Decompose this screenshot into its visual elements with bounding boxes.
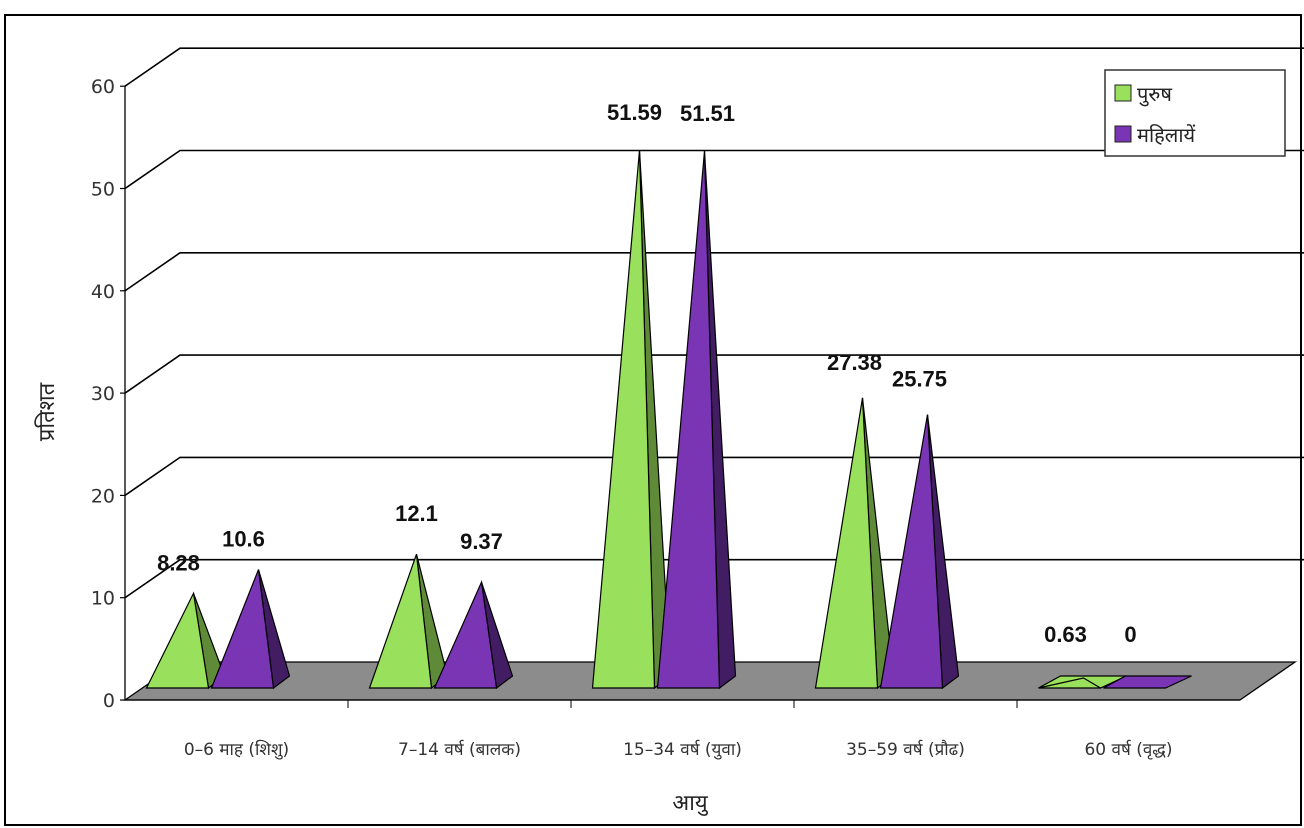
legend-label-female: महिलायें [1137, 123, 1196, 147]
y-tick-label: 0 [103, 690, 115, 712]
data-label: 51.51 [680, 101, 735, 126]
data-label: 25.75 [892, 367, 947, 392]
pyramid-face [433, 579, 498, 689]
legend: पुरुष महिलायें [1104, 69, 1286, 157]
y-axis-title: प्रतिशत [34, 382, 60, 441]
data-label: 51.59 [607, 100, 662, 125]
x-tick-label: 0–6 माह (शिशु) [184, 739, 289, 760]
pyramid-face [591, 150, 656, 689]
x-tick-label: 7–14 वर्ष (बालक) [398, 739, 521, 760]
legend-swatch-male [1114, 84, 1132, 102]
bars-layer [145, 150, 1192, 690]
y-tick-label: 20 [91, 485, 115, 507]
pyramid-face [368, 554, 433, 689]
pyramid-face [1103, 675, 1192, 689]
pyramid-female-2 [656, 151, 737, 690]
gridline [124, 354, 1304, 394]
y-tick-label: 10 [91, 588, 115, 610]
labels-layer: 0–6 माह (शिशु) 7–14 वर्ष (बालक) 15–34 वर्ष… [157, 100, 1172, 760]
pyramid-male-1 [368, 554, 449, 690]
pyramid-edge [1038, 677, 1101, 689]
pyramid-male-0 [145, 591, 226, 690]
pyramid-male-2 [591, 150, 672, 690]
legend-label-male: पुरुष [1137, 82, 1172, 107]
data-label: 10.6 [222, 527, 265, 552]
gridline [124, 47, 1304, 87]
grid-layer: 0 10 20 30 40 50 60 [91, 47, 1304, 712]
data-label: 12.1 [395, 501, 438, 526]
pyramid-female-0 [210, 569, 291, 690]
pyramid-female-1 [433, 579, 514, 690]
pyramid-face [145, 591, 210, 689]
x-axis-title: आयु [672, 791, 708, 816]
data-label: 0 [1124, 622, 1136, 647]
y-tick-label: 60 [91, 76, 115, 98]
pyramid-face [814, 397, 879, 689]
y-tick-label: 30 [91, 383, 115, 405]
legend-swatch-female [1114, 125, 1132, 143]
data-label: 0.63 [1044, 622, 1087, 647]
pyramid-face [656, 151, 721, 689]
pyramid-female-4 [1103, 675, 1192, 689]
x-tick-label: 35–59 वर्ष (प्रौढ) [846, 739, 965, 760]
pyramid-face [210, 569, 275, 689]
pyramid-female-3 [879, 414, 960, 690]
x-tick-label: 60 वर्ष (वृद्ध) [1084, 739, 1172, 760]
y-tick-label: 50 [91, 179, 115, 201]
gridline [124, 149, 1304, 190]
x-tick-label: 15–34 वर्ष (युवा) [623, 739, 742, 760]
pyramid-face [879, 414, 944, 689]
data-label: 8.28 [157, 550, 200, 575]
y-tick-label: 40 [91, 281, 115, 303]
data-label: 9.37 [460, 529, 503, 554]
legend-box [1104, 69, 1286, 157]
pyramid-male-3 [814, 397, 895, 690]
chart-border [4, 14, 1302, 826]
gridline [124, 252, 1304, 292]
data-label: 27.38 [827, 350, 882, 375]
